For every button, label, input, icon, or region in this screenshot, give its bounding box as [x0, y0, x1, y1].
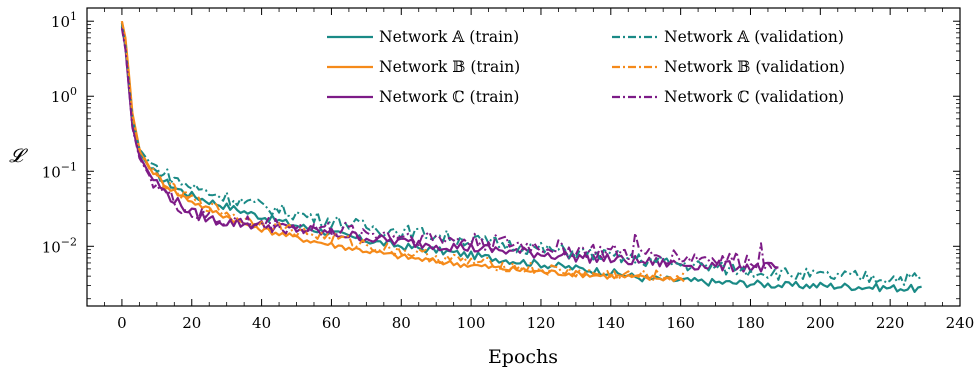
x-tick-label: 200 — [806, 314, 835, 332]
series-line — [120, 28, 779, 271]
y-tick-exponent: 0 — [70, 85, 77, 98]
x-tick-label: 180 — [736, 314, 765, 332]
x-tick-label: 60 — [322, 314, 341, 332]
series-line — [120, 22, 922, 293]
legend-label: Network ℂ (train) — [379, 88, 519, 106]
y-tick-label: 101 — [51, 10, 77, 31]
series-line — [120, 26, 779, 273]
x-tick-label: 20 — [182, 314, 201, 332]
y-axis-title: 𝓛 — [9, 145, 28, 167]
x-tick-label: 40 — [252, 314, 271, 332]
x-tick-label: 140 — [596, 314, 625, 332]
x-tick-label: 100 — [457, 314, 486, 332]
x-tick-label: 220 — [876, 314, 905, 332]
x-tick-label: 160 — [666, 314, 695, 332]
y-tick-label: 10−1 — [42, 160, 77, 181]
y-tick-exponent: −2 — [61, 235, 77, 248]
y-tick-label: 100 — [51, 85, 77, 106]
x-tick-label: 120 — [527, 314, 556, 332]
legend-label: Network 𝔹 (train) — [379, 58, 520, 76]
y-tick-base: 10 — [42, 163, 61, 181]
y-tick-base: 10 — [51, 13, 70, 31]
y-tick-exponent: 1 — [70, 10, 77, 23]
x-axis-title: Epochs — [488, 346, 558, 368]
legend: Network 𝔸 (train) Network 𝔹 (train) Networ… — [327, 28, 845, 106]
x-tick-label: 0 — [117, 314, 127, 332]
y-tick-exponent: −1 — [61, 160, 77, 173]
legend-label: Network 𝔹 (validation) — [664, 58, 845, 76]
series-line — [120, 24, 923, 286]
x-tick-label: 240 — [946, 314, 975, 332]
y-tick-base: 10 — [42, 238, 61, 256]
series-group — [120, 20, 923, 293]
x-axis: 0 20 40 60 80 100 120 140 160 180 200 220 240 — [86, 8, 975, 332]
series-line — [120, 20, 685, 283]
legend-label: Network 𝔸 (validation) — [664, 28, 844, 46]
legend-label: Network ℂ (validation) — [664, 88, 844, 106]
legend-label: Network 𝔸 (train) — [379, 28, 519, 46]
y-tick-base: 10 — [51, 88, 70, 106]
y-tick-label: 10−2 — [42, 235, 77, 256]
x-tick-label: 80 — [392, 314, 411, 332]
series-line — [120, 21, 686, 283]
